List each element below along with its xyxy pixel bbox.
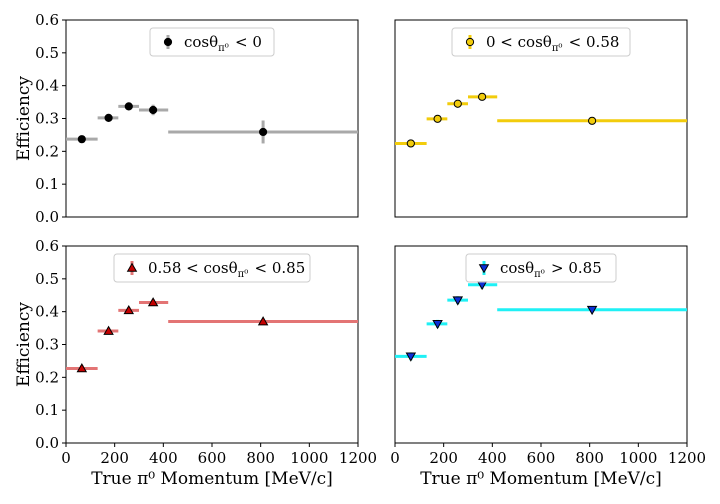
- data-point: [433, 114, 442, 123]
- data-point: [586, 305, 598, 316]
- panel-2: 0 < cosθπ⁰ < 0.58: [394, 19, 688, 218]
- data-point: [259, 127, 268, 137]
- legend-marker: [478, 264, 490, 274]
- data-point: [257, 316, 269, 326]
- data-point: [124, 102, 133, 111]
- data-point: [76, 363, 88, 373]
- series: [395, 92, 687, 148]
- y-tick-label: 0.2: [35, 368, 59, 386]
- series: [66, 102, 358, 144]
- x-tick-label: 800: [246, 449, 275, 467]
- legend-box: [465, 253, 617, 283]
- legend: cosθπ⁰ < 0: [149, 27, 275, 57]
- data-point: [405, 352, 417, 362]
- data-point: [149, 105, 158, 115]
- y-tick-label: 0.1: [35, 175, 59, 193]
- x-tick-label: 400: [478, 449, 507, 467]
- y-tick-label: 0.5: [35, 44, 59, 62]
- data-point: [478, 92, 487, 101]
- data-point: [432, 320, 443, 330]
- panel-3: 0.0 0.1 0.2 0.3 0.4 0.5 0.6 0 200 400 600 800 1000 12…: [14, 237, 377, 489]
- legend-label: 0.58 < cosθπ⁰ < 0.85: [148, 259, 305, 280]
- x-tick-label: 1200: [668, 449, 706, 467]
- data-point: [406, 139, 415, 148]
- y-tick-label: 0.3: [35, 336, 59, 354]
- x-tick-label: 1200: [339, 449, 377, 467]
- legend: cosθπ⁰ > 0.85: [465, 253, 617, 283]
- legend-label: cosθπ⁰ > 0.85: [500, 259, 602, 280]
- x-axis-label: True π⁰ Momentum [MeV/c]: [420, 469, 662, 489]
- data-point: [123, 304, 135, 315]
- y-tick-label: 0.1: [35, 401, 59, 419]
- data-point: [77, 135, 86, 144]
- y-tick-label: 0.2: [35, 142, 59, 160]
- legend-label: cosθπ⁰ < 0: [184, 33, 262, 54]
- y-axis-label: Efficiency: [14, 302, 34, 387]
- legend-marker: [465, 37, 475, 47]
- x-axis-label: True π⁰ Momentum [MeV/c]: [91, 469, 333, 489]
- data-point: [147, 297, 159, 307]
- legend-box: [149, 27, 275, 57]
- x-tick-label: 1000: [619, 449, 657, 467]
- panel-4: 0 200 400 600 800 1000 1200 True π⁰ Momentum [M…: [390, 245, 706, 489]
- legend-marker: [163, 37, 173, 47]
- panel-1: 0.0 0.1 0.2 0.3 0.4 0.5 0.6 Efficiency cosθπ⁰ < …: [14, 11, 359, 226]
- plot-frame: [394, 19, 688, 218]
- legend-box: [451, 27, 631, 57]
- x-tick-label: 200: [100, 449, 129, 467]
- legend: 0.58 < cosθπ⁰ < 0.85: [113, 253, 311, 283]
- data-point: [452, 296, 464, 306]
- legend-label: 0 < cosθπ⁰ < 0.58: [486, 33, 619, 54]
- y-tick-label: 0.0: [35, 208, 59, 226]
- x-tick-label: 0: [61, 449, 71, 467]
- x-tick-label: 400: [149, 449, 178, 467]
- y-tick-label: 0.6: [35, 11, 59, 29]
- y-axis-label: Efficiency: [14, 76, 34, 161]
- y-tick-label: 0.5: [35, 270, 59, 288]
- x-tick-label: 800: [575, 449, 604, 467]
- y-tick-label: 0.6: [35, 237, 59, 255]
- legend-box: [113, 253, 311, 283]
- legend-marker: [126, 262, 138, 272]
- series: [395, 280, 687, 362]
- x-tick-label: 600: [198, 449, 227, 467]
- y-tick-label: 0.4: [35, 77, 59, 95]
- x-tick-label: 200: [429, 449, 458, 467]
- x-tick-label: 0: [390, 449, 400, 467]
- data-point: [104, 113, 113, 122]
- data-point: [588, 116, 597, 125]
- x-tick-label: 600: [527, 449, 556, 467]
- y-tick-label: 0.4: [35, 303, 59, 321]
- data-point: [453, 99, 462, 108]
- y-tick-label: 0.3: [35, 110, 59, 128]
- x-tick-label: 1000: [290, 449, 328, 467]
- y-tick-label: 0.0: [35, 434, 59, 452]
- legend: 0 < cosθπ⁰ < 0.58: [451, 27, 631, 57]
- series: [66, 297, 358, 373]
- data-point: [103, 325, 114, 335]
